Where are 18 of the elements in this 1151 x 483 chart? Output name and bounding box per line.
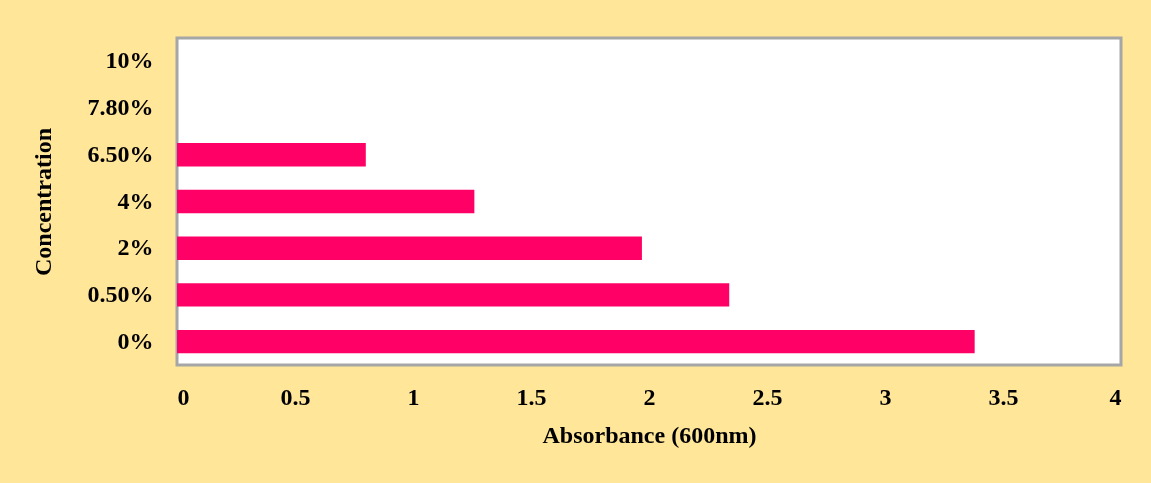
y-tick-label: 0.50% [87, 280, 154, 307]
x-tick-label: 0 [177, 383, 190, 410]
x-tick-label: 1.5 [516, 383, 547, 410]
x-tick-label: 4 [1109, 383, 1122, 410]
y-tick-label: 7.80% [87, 94, 154, 121]
x-axis-title: Absorbance (600nm) [542, 421, 757, 448]
y-tick-label: 6.50% [87, 140, 154, 167]
y-tick-label: 4% [117, 187, 154, 214]
x-tick-label: 2 [643, 383, 656, 410]
y-tick-label: 0% [117, 327, 154, 354]
x-tick-label: 3.5 [988, 383, 1019, 410]
x-tick-label: 2.5 [752, 383, 783, 410]
y-tick-label: 2% [117, 234, 154, 261]
y-axis-title: Concentration [29, 128, 56, 276]
x-tick-label: 0.5 [280, 383, 311, 410]
x-tick-label: 1 [407, 383, 420, 410]
x-tick-label: 3 [879, 383, 892, 410]
y-tick-label: 10% [105, 47, 154, 74]
